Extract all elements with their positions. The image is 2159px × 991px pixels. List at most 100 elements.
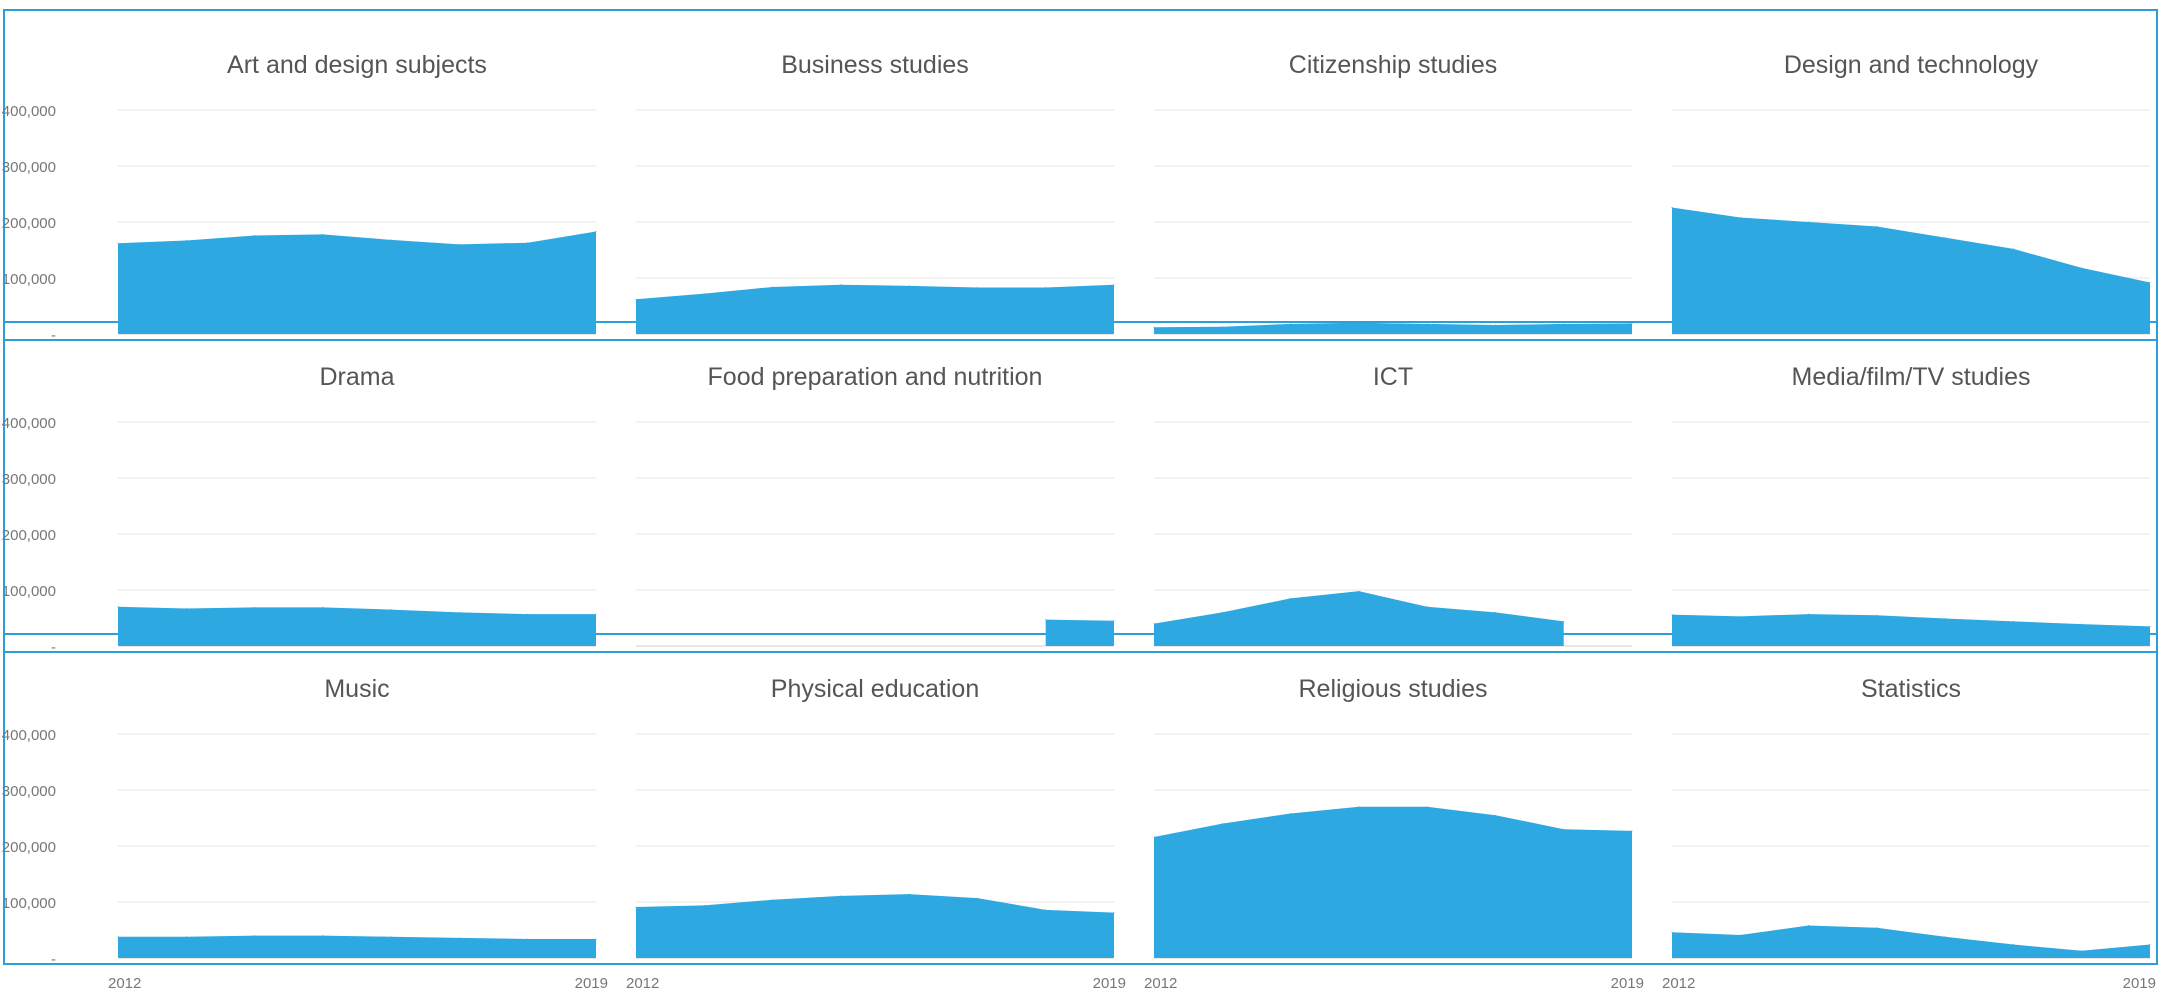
panel: Food preparation and nutrition	[636, 363, 1115, 647]
y-tick-label: 100,000	[2, 583, 56, 600]
y-tick-label: 400,000	[2, 727, 56, 744]
data-point	[635, 298, 637, 300]
data-point	[1426, 806, 1428, 808]
y-tick-label: 100,000	[2, 271, 56, 288]
data-point	[1221, 326, 1223, 328]
panel-title: Design and technology	[1784, 51, 2039, 79]
data-point	[458, 611, 460, 613]
x-tick-label: 2019	[2123, 975, 2156, 991]
x-tick-label: 2012	[1662, 975, 1695, 991]
y-tick-label: -	[51, 639, 56, 656]
y-tick-label: 100,000	[2, 895, 56, 912]
data-point	[1426, 606, 1428, 608]
panel: Statistics	[1671, 675, 2151, 959]
data-point	[908, 893, 910, 895]
data-point	[1290, 813, 1292, 815]
data-point	[1944, 936, 1946, 938]
panel-title: Drama	[319, 363, 394, 391]
data-point	[1045, 287, 1047, 289]
panel: ICT	[1153, 363, 1632, 647]
data-point	[2012, 944, 2014, 946]
data-point	[117, 242, 119, 244]
data-point	[1671, 931, 1673, 933]
data-point	[840, 895, 842, 897]
panel: Religious studies	[1153, 675, 1633, 959]
data-point	[1671, 614, 1673, 616]
data-point	[1113, 912, 1115, 914]
data-point	[2149, 944, 2151, 946]
data-point	[2149, 281, 2151, 283]
data-point	[390, 609, 392, 611]
data-point	[1808, 925, 1810, 927]
data-point	[390, 239, 392, 241]
data-point	[1358, 806, 1360, 808]
y-tick-label: 200,000	[2, 215, 56, 232]
data-point	[2012, 248, 2014, 250]
data-point	[2081, 267, 2083, 269]
data-point	[117, 606, 119, 608]
data-point	[1426, 323, 1428, 325]
data-point	[1808, 613, 1810, 615]
data-point	[254, 606, 256, 608]
panel: Design and technology	[1671, 51, 2151, 335]
y-tick-label: -	[51, 327, 56, 344]
data-point	[185, 936, 187, 938]
data-point	[1631, 830, 1633, 832]
data-point	[322, 233, 324, 235]
y-tick-label: 200,000	[2, 839, 56, 856]
panel: Media/film/TV studies	[1671, 363, 2151, 647]
data-point	[1358, 322, 1360, 324]
data-point	[703, 904, 705, 906]
panel-title: Media/film/TV studies	[1792, 363, 2031, 391]
panel-title: Citizenship studies	[1289, 51, 1497, 79]
data-point	[772, 286, 774, 288]
data-point	[2012, 620, 2014, 622]
data-point	[1153, 836, 1155, 838]
panel-title: Food preparation and nutrition	[708, 363, 1043, 391]
data-point	[1221, 823, 1223, 825]
data-point	[322, 935, 324, 937]
data-point	[254, 935, 256, 937]
data-point	[1876, 614, 1878, 616]
data-point	[635, 906, 637, 908]
row-frame-1	[3, 9, 2158, 341]
data-point	[1631, 322, 1633, 324]
x-tick-label: 2019	[1093, 975, 1126, 991]
panel-title: Religious studies	[1299, 675, 1488, 703]
data-point	[1739, 217, 1741, 219]
area-series	[118, 606, 596, 646]
area-series	[636, 894, 1114, 958]
y-tick-label: 300,000	[2, 159, 56, 176]
data-point	[1944, 237, 1946, 239]
data-point	[595, 613, 597, 615]
data-point	[322, 606, 324, 608]
data-point	[458, 937, 460, 939]
area-series	[1154, 591, 1564, 646]
data-point	[1290, 597, 1292, 599]
data-point	[1113, 284, 1115, 286]
panel-title: Statistics	[1861, 675, 1961, 703]
data-point	[1045, 909, 1047, 911]
area-series	[636, 284, 1114, 334]
data-point	[390, 936, 392, 938]
area-series	[1672, 925, 2150, 958]
y-tick-label: 300,000	[2, 471, 56, 488]
panel-title: Art and design subjects	[227, 51, 487, 79]
x-tick-label: 2019	[1611, 975, 1644, 991]
data-point	[1290, 323, 1292, 325]
data-point	[1739, 615, 1741, 617]
data-point	[1563, 620, 1565, 622]
y-tick-label: 200,000	[2, 527, 56, 544]
y-tick-label: 400,000	[2, 415, 56, 432]
data-point	[254, 234, 256, 236]
data-point	[1808, 221, 1810, 223]
area-series	[1672, 614, 2150, 646]
panel: Physical education	[635, 675, 1115, 959]
panel-title: Music	[324, 675, 389, 703]
data-point	[1876, 225, 1878, 227]
data-point	[976, 897, 978, 899]
y-tick-label: 400,000	[2, 103, 56, 120]
data-point	[458, 243, 460, 245]
data-point	[1671, 206, 1673, 208]
